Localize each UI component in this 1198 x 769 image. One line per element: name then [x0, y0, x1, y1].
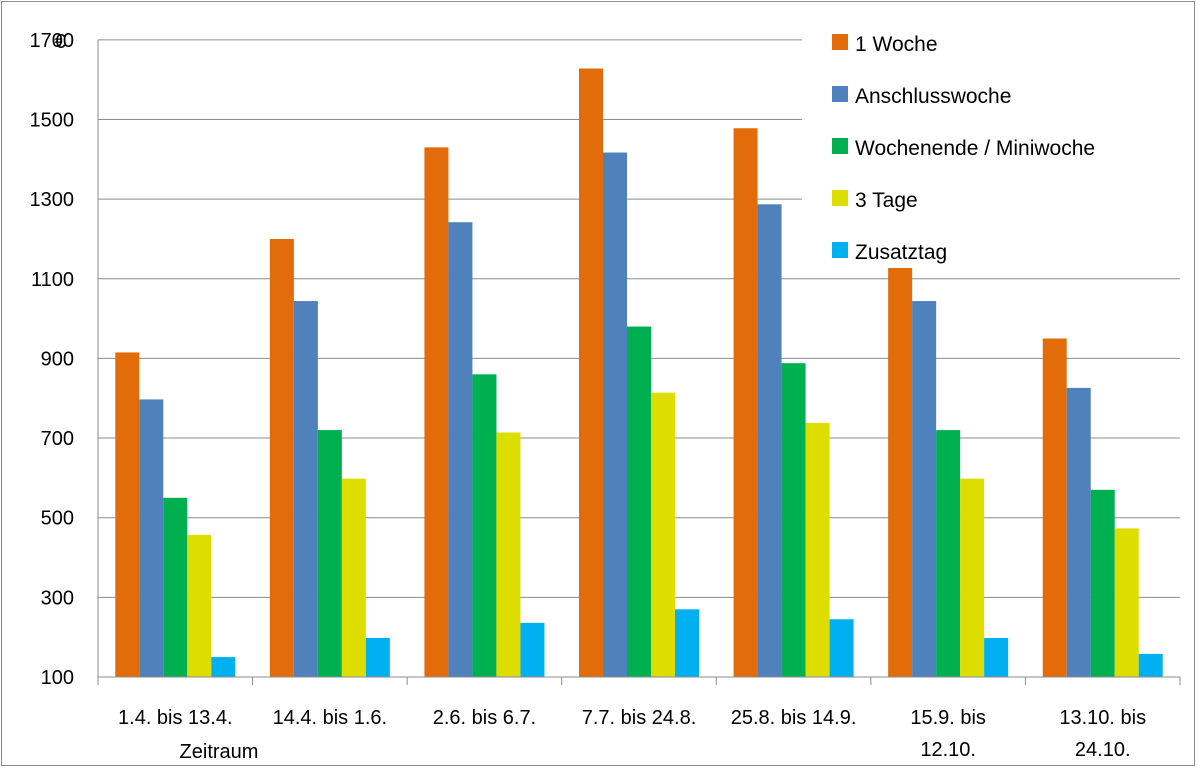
bar-wochenende-miniwoche [627, 326, 651, 677]
x-axis-title: Zeitraum [180, 741, 259, 763]
y-tick-label: 100 [41, 667, 74, 689]
bar-zusatztag [675, 609, 699, 677]
legend-label: Zusatztag [855, 241, 947, 264]
x-tick-label: 2.6. bis 6.7. [433, 707, 536, 729]
y-axis-title: € [54, 31, 65, 53]
legend-layer: 1 Woche Anschlusswoche Wochenende / Miniwo… [802, 18, 1180, 268]
bar-anschlusswoche [139, 399, 164, 677]
bar-1-woche [269, 238, 294, 678]
bar-3-tage [1114, 528, 1139, 677]
bar-zusatztag [1138, 653, 1163, 677]
legend-label: 1 Woche [855, 33, 938, 56]
bar-wochenende-miniwoche [317, 430, 342, 677]
bar-wochenende-miniwoche [781, 363, 806, 677]
legend-label: Wochenende / Miniwoche [855, 137, 1095, 160]
legend-background [802, 18, 1180, 268]
y-tick-label: 1300 [30, 189, 75, 211]
bar-anschlusswoche [603, 152, 627, 678]
x-tick-label: 25.8. bis 14.9. [731, 707, 857, 729]
bar-anschlusswoche [448, 222, 473, 677]
bar-wochenende-miniwoche [163, 497, 188, 677]
x-tick-label: 24.10. [1075, 739, 1131, 761]
bar-1-woche [888, 248, 913, 677]
bar-anschlusswoche [293, 301, 318, 677]
legend-label: Anschlusswoche [855, 85, 1011, 108]
bar-1-woche [115, 352, 140, 677]
bar-zusatztag [520, 622, 545, 677]
bar-anschlusswoche [912, 301, 937, 677]
y-tick-label: 1100 [31, 269, 74, 291]
bar-zusatztag [829, 619, 854, 677]
bar-anschlusswoche [1066, 387, 1091, 677]
legend-swatch [832, 190, 848, 206]
legend-swatch [832, 34, 848, 50]
y-tick-label: 1500 [30, 109, 75, 131]
bar-zusatztag [365, 637, 390, 677]
bar-wochenende-miniwoche [472, 374, 497, 677]
x-tick-label: 12.10. [920, 739, 976, 761]
x-tick-label: 13.10. bis [1059, 707, 1146, 729]
bar-1-woche [1042, 338, 1067, 677]
bar-3-tage [960, 478, 985, 677]
bar-1-woche [424, 147, 449, 678]
bars-layer [115, 68, 1163, 678]
bar-3-tage [496, 432, 521, 677]
bar-3-tage [805, 422, 830, 677]
y-tick-label: 300 [41, 587, 74, 609]
y-tick-label: 700 [41, 428, 74, 450]
bar-zusatztag [984, 637, 1009, 677]
bar-1-woche [579, 68, 603, 678]
bar-1-woche [733, 128, 758, 678]
legend-swatch [832, 86, 848, 102]
bar-3-tage [187, 534, 212, 677]
bar-wochenende-miniwoche [1090, 489, 1115, 677]
y-tick-label: 500 [41, 508, 74, 530]
bar-zusatztag [211, 657, 236, 677]
y-tick-label: 900 [41, 348, 74, 370]
bar-3-tage [651, 392, 675, 677]
x-tick-label: 7.7. bis 24.8. [582, 707, 697, 729]
x-tick-label: 1.4. bis 13.4. [118, 707, 233, 729]
legend-label: 3 Tage [855, 189, 918, 212]
bar-wochenende-miniwoche [936, 430, 961, 677]
x-tick-label: 15.9. bis [910, 707, 986, 729]
x-tick-label: 14.4. bis 1.6. [273, 707, 388, 729]
legend-swatch [832, 242, 848, 258]
bar-anschlusswoche [757, 204, 782, 677]
y-tick-label: 1700 [30, 30, 75, 52]
bar-3-tage [341, 478, 366, 677]
legend-swatch [832, 138, 848, 154]
axis-layer: 100 300 500 700 900 1100 1300 1500 1700 1.4. bis … [30, 30, 1181, 763]
